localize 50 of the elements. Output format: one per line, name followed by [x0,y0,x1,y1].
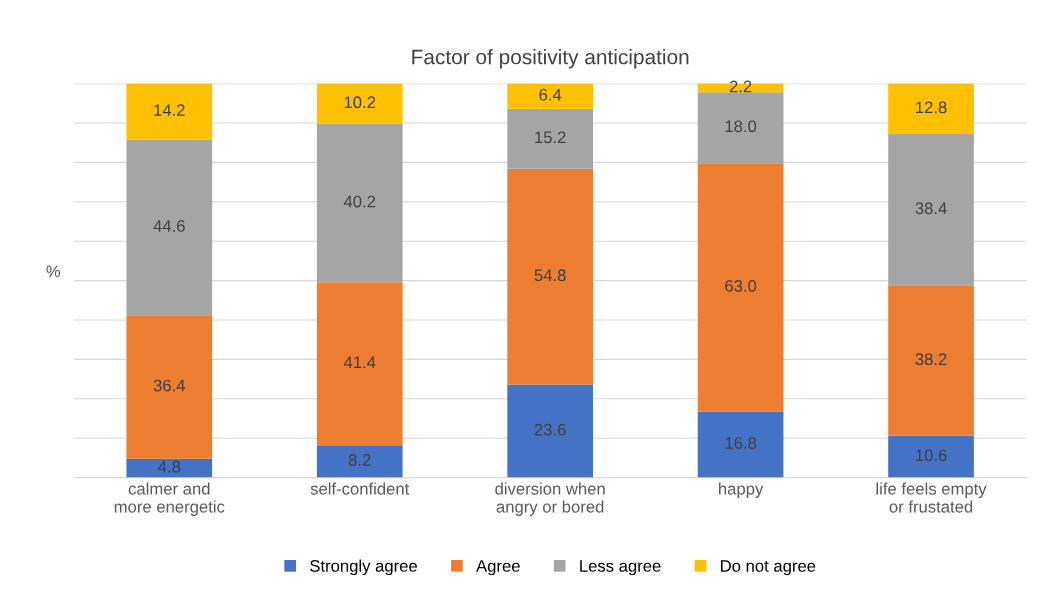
x-tick-label: calmer and more energetic [114,482,225,516]
bar [507,384,594,478]
legend-label: Less agree [580,560,661,576]
bar [316,83,403,124]
data-label: 54.8 [534,269,566,282]
x-tick-label: happy [719,482,764,498]
bar [507,168,594,385]
data-label: 2.2 [729,80,752,93]
data-label: 36.4 [153,379,186,392]
bar [126,458,213,478]
data-label: 15.2 [535,131,566,144]
bar [316,123,403,283]
legend-label: Do not agree [721,560,816,576]
bar [888,435,974,478]
data-label: 8.2 [348,454,371,466]
bar [697,411,784,478]
data-label: 4.8 [158,460,181,473]
legend-label: Strongly agree [310,559,417,576]
legend-label: Agree [476,560,520,576]
data-label: 44.6 [153,220,185,232]
bar [697,92,784,164]
bar [888,83,974,135]
y-axis-title: % [46,265,61,278]
bar [126,139,213,316]
data-label: 12.8 [916,101,947,114]
data-label: 41.4 [343,356,376,369]
data-label: 16.8 [725,437,757,449]
x-tick-label: life feels empty or frustated [876,482,987,513]
bar [888,134,974,286]
bar [316,282,403,446]
data-label: 10.6 [916,449,947,462]
data-label: 6.4 [539,88,562,101]
bar [316,445,403,478]
chart-title: Factor of positivity anticipation [412,49,689,69]
bar [126,83,213,140]
data-label: 38.2 [915,353,947,366]
x-tick-label: diversion when angry or bored [495,482,605,516]
data-label: 23.6 [534,423,566,436]
data-label: 10.2 [344,96,376,109]
bar [697,163,784,412]
bar [507,83,594,109]
bar [126,315,213,459]
bar [507,108,594,169]
data-label: 63.0 [725,279,757,292]
data-label: 38.4 [915,202,947,215]
data-label: 18.0 [725,120,757,133]
data-label: 14.2 [154,104,185,116]
data-label: 40.2 [343,195,376,208]
x-tick-label: self-confident [310,482,410,495]
bar [888,285,974,436]
